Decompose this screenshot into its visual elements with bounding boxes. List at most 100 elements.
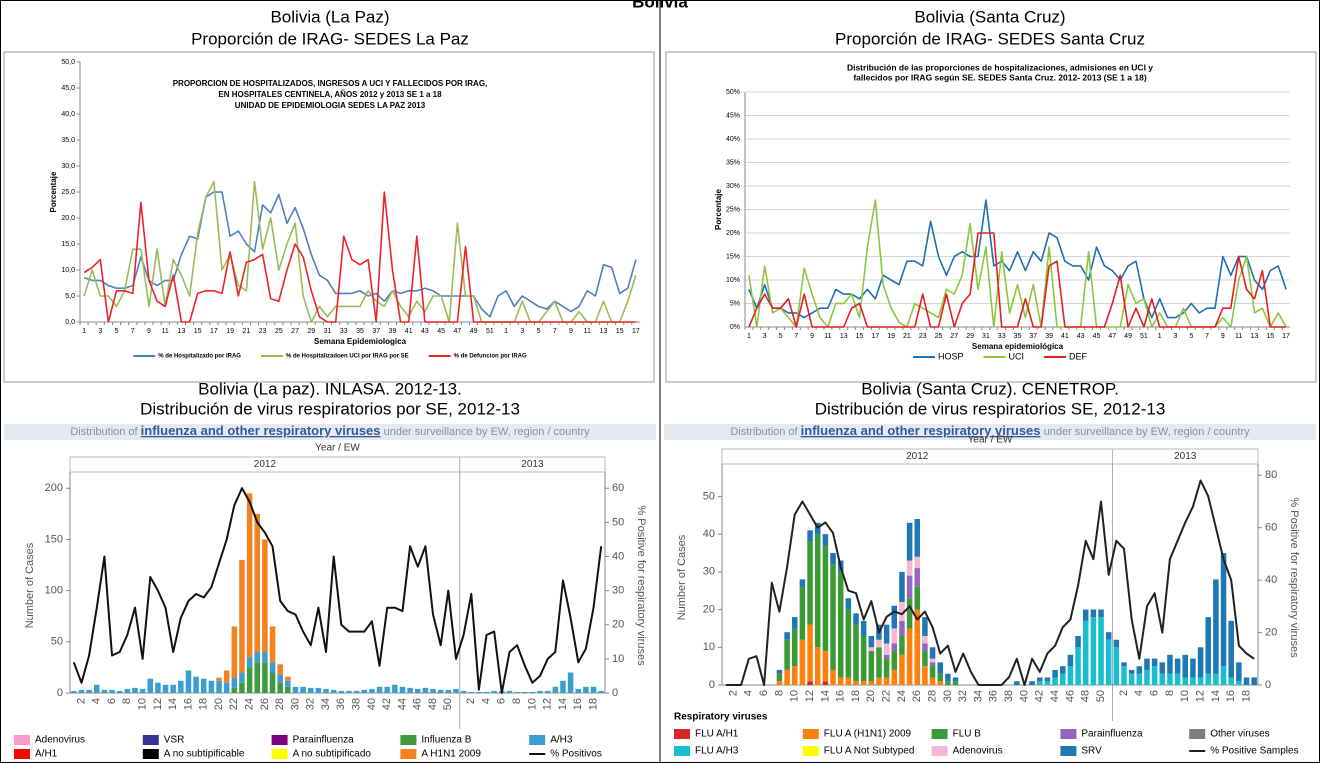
- x-tick-label: 17: [632, 328, 640, 335]
- bar-segment: [231, 626, 238, 678]
- bar-segment: [822, 681, 829, 685]
- bar-segment: [860, 620, 867, 636]
- x-tick-label: 18: [198, 698, 210, 710]
- bar-segment: [407, 687, 413, 693]
- bar-segment: [914, 568, 921, 587]
- bar-segment: [71, 690, 77, 693]
- x-tick-label: 3: [520, 328, 524, 335]
- x-tick-label: 23: [259, 328, 267, 335]
- chart-caption: Proporción de IRAG- SEDES La Paz: [191, 29, 469, 48]
- legend-label: A no subtipificado: [293, 749, 372, 760]
- banner-part: Distribution of: [70, 426, 140, 438]
- bar-segment: [845, 677, 852, 685]
- banner-text: Distribution of influenza and other resp…: [730, 423, 1250, 438]
- bar-segment: [1029, 681, 1035, 685]
- x-tick-label: 25: [935, 333, 943, 340]
- bar-segment: [132, 687, 138, 693]
- bar-segment: [262, 662, 268, 693]
- bar-segment: [285, 676, 291, 681]
- bar-segment: [109, 689, 115, 693]
- x-tick-label: 30: [942, 690, 954, 702]
- bar-segment: [845, 598, 852, 610]
- bar-segment: [807, 541, 813, 625]
- legend-label: Parainfluenza: [293, 735, 355, 746]
- bar-segment: [929, 677, 936, 685]
- bar-segment: [231, 677, 238, 688]
- x-tick-label: 20: [865, 690, 877, 702]
- x-tick-label: 6: [758, 690, 770, 696]
- x-tick-label: 8: [121, 698, 133, 704]
- y-tick-label: 50: [51, 636, 63, 648]
- bar-segment: [1075, 635, 1081, 648]
- bar-segment: [899, 602, 905, 621]
- chart-frame: [665, 51, 1317, 383]
- bar-segment: [246, 667, 253, 693]
- x-tick-label: 17: [1282, 333, 1290, 340]
- legend-label: DEF: [1069, 351, 1088, 361]
- x-tick-label: 4: [1133, 690, 1145, 696]
- x-tick-label: 9: [147, 328, 151, 335]
- y-tick-label: 0,0: [65, 319, 75, 326]
- x-tick-label: 4: [743, 690, 755, 696]
- x-tick-label: 50: [1095, 690, 1107, 702]
- x-tick-label: 44: [1049, 690, 1061, 702]
- y2-tick-label: 40: [612, 550, 624, 562]
- y-tick-label: 50,0: [61, 59, 75, 66]
- bar-segment: [1113, 647, 1120, 685]
- bar-segment: [1228, 677, 1234, 685]
- year-label: 2013: [1174, 451, 1197, 462]
- bar-segment: [929, 647, 936, 659]
- y-tick-label: 20%: [726, 230, 740, 237]
- legend-label: % de Defuncion por IRAG: [454, 354, 527, 360]
- x-tick-label: 7: [794, 333, 798, 340]
- legend-label: UCI: [1009, 351, 1025, 361]
- bar-segment: [952, 677, 959, 682]
- legend-label: A/H3: [550, 735, 573, 746]
- bar-segment: [170, 684, 176, 693]
- y-tick-label: 40%: [726, 136, 740, 143]
- x-tick-label: 46: [1064, 690, 1076, 702]
- legend-label: FLU B: [953, 729, 982, 740]
- bar-segment: [1190, 677, 1196, 685]
- x-tick-label: 39: [1045, 333, 1053, 340]
- x-tick-label: 12: [542, 698, 554, 710]
- bar-segment: [453, 688, 459, 693]
- x-tick-label: 10: [526, 698, 538, 710]
- x-tick-label: 39: [389, 328, 397, 335]
- bar-segment: [776, 673, 783, 682]
- bar-segment: [853, 681, 859, 685]
- x-axis-label: Year / EW: [315, 443, 360, 454]
- y2-tick-label: 60: [1265, 522, 1277, 534]
- bar-segment: [529, 691, 536, 693]
- x-tick-label: 40: [1018, 690, 1030, 702]
- legend-label: SRV: [1081, 746, 1102, 757]
- bar-segment: [353, 690, 360, 693]
- bar-segment: [537, 690, 543, 693]
- bar-segment: [868, 647, 875, 652]
- y-tick-label: 0: [57, 687, 63, 699]
- x-tick-label: 10: [1179, 690, 1191, 702]
- x-tick-label: 42: [381, 698, 393, 710]
- bar-segment: [193, 676, 199, 693]
- bar-segment: [315, 687, 322, 693]
- bar-segment: [216, 677, 222, 681]
- x-tick-label: 51: [1140, 333, 1148, 340]
- bar-segment: [1121, 666, 1127, 685]
- x-tick-label: 2: [1118, 690, 1130, 696]
- bar-segment: [124, 688, 131, 693]
- bar-segment: [514, 691, 520, 693]
- x-tick-label: 5: [779, 333, 783, 340]
- x-tick-label: 37: [372, 328, 380, 335]
- bar-segment: [216, 680, 222, 693]
- x-tick-label: 15: [616, 328, 624, 335]
- bar-segment: [906, 560, 913, 576]
- x-tick-label: 21: [903, 333, 911, 340]
- x-tick-label: 33: [340, 328, 348, 335]
- x-tick-label: 26: [911, 690, 923, 702]
- bar-segment: [914, 556, 921, 569]
- bar-segment: [208, 680, 215, 693]
- bar-segment: [1075, 647, 1081, 685]
- series-line: [72, 487, 603, 694]
- bar-segment: [945, 673, 951, 682]
- x-tick-label: 8: [1164, 690, 1176, 696]
